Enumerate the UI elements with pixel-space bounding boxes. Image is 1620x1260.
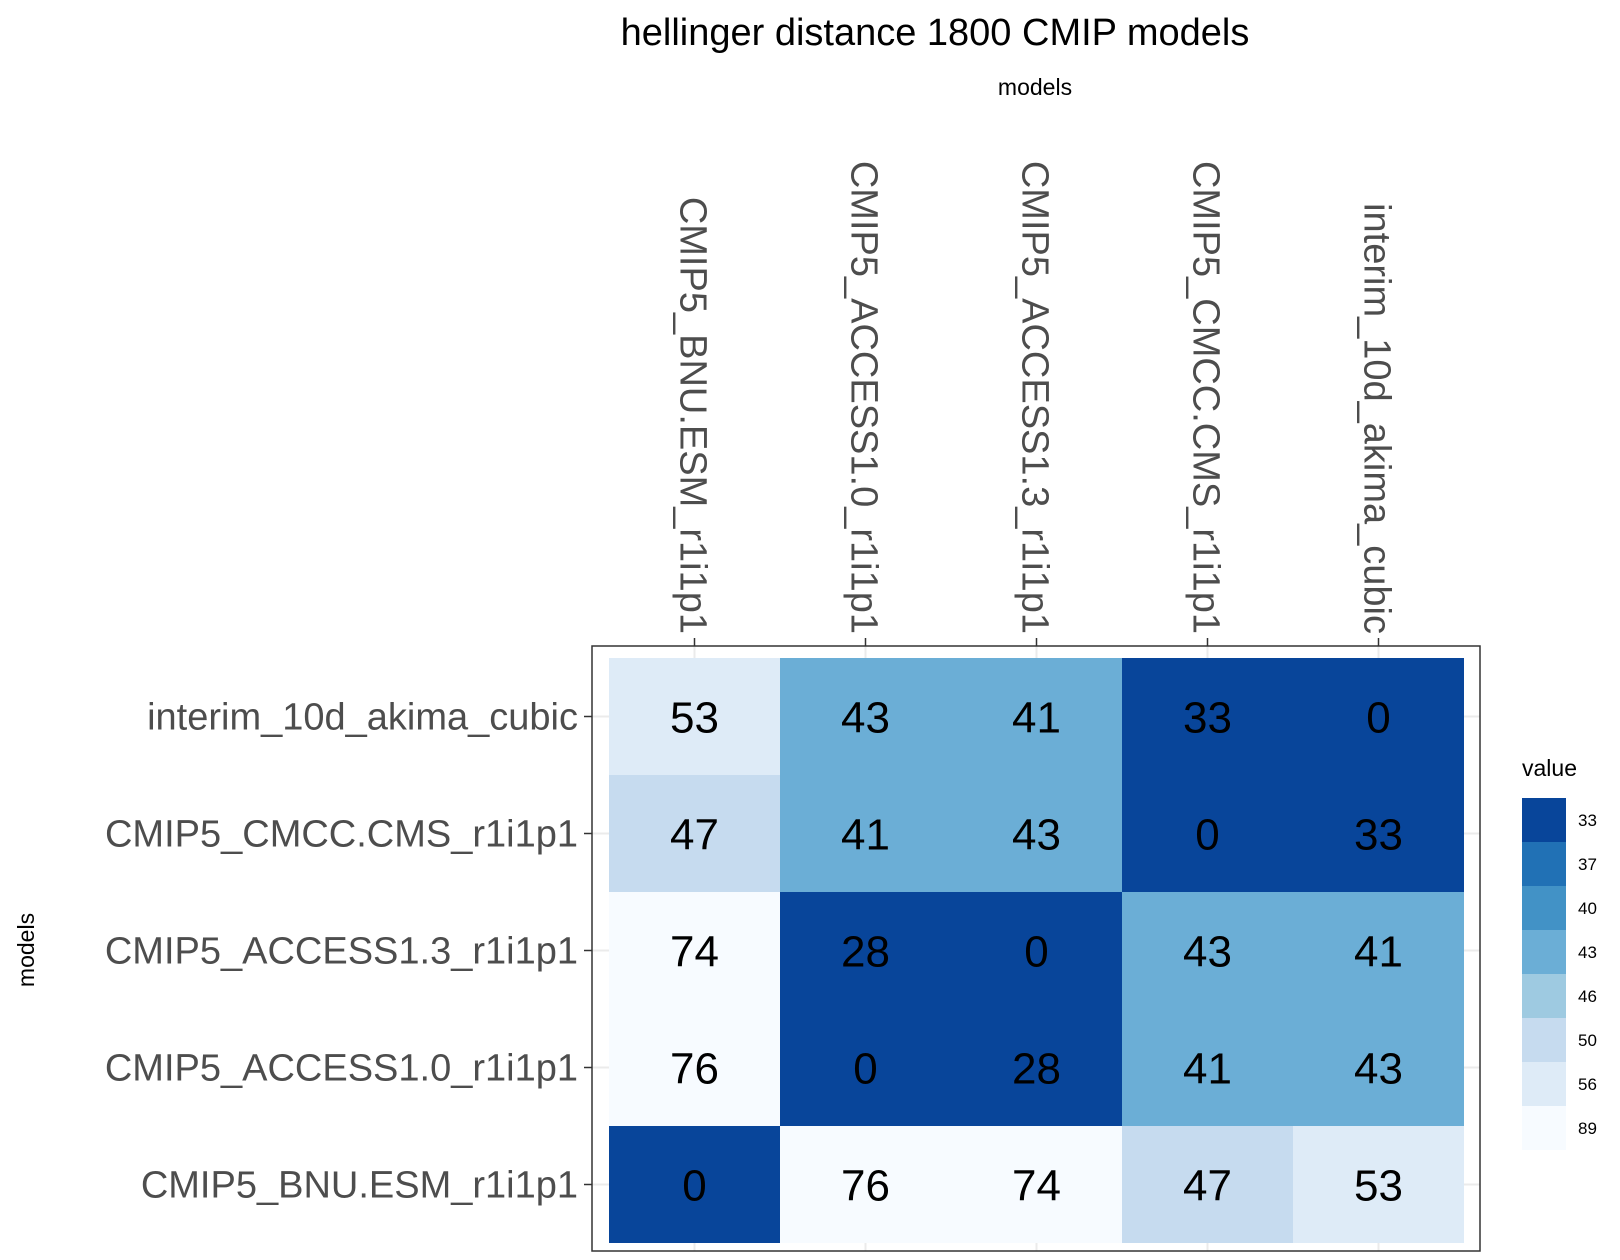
heatmap-cell (951, 658, 1122, 775)
cell-value-label: 76 (841, 1162, 890, 1211)
cell-value-label: 76 (670, 1045, 719, 1094)
heatmap-cell (780, 1126, 951, 1243)
cell-value-label: 0 (1366, 694, 1390, 743)
heatmap-cell (609, 658, 780, 775)
x-axis-title: models (998, 74, 1072, 100)
heatmap-cell (951, 1126, 1122, 1243)
cell-value-label: 41 (841, 811, 890, 860)
y-tick-label: CMIP5_CMCC.CMS_r1i1p1 (105, 814, 578, 856)
legend-label: 33 (1578, 811, 1597, 830)
x-tick-label: interim_10d_akima_cubic (1356, 203, 1398, 634)
legend-key (1522, 930, 1566, 974)
cell-value-label: 28 (841, 928, 890, 977)
cell-value-label: 0 (1024, 928, 1048, 977)
heatmap-cell (1122, 775, 1293, 892)
x-axis: CMIP5_BNU.ESM_r1i1p1 CMIP5_ACCESS1.0_r1i1… (672, 161, 1398, 646)
legend-title: value (1522, 755, 1577, 781)
legend-label: 43 (1578, 943, 1597, 962)
chart-title: hellinger distance 1800 CMIP models (621, 12, 1250, 54)
heatmap-cell (1293, 1126, 1464, 1243)
plot-panel: 53 43 41 33 0 47 41 43 0 33 74 28 0 43 41 76 0 28 41 43 0 76 7… (591, 645, 1481, 1252)
heatmap-cell (1293, 892, 1464, 1009)
cell-value-label: 33 (1183, 694, 1232, 743)
legend-key (1522, 1106, 1566, 1150)
legend-key (1522, 974, 1566, 1018)
legend-key (1522, 842, 1566, 886)
heatmap-cell (951, 892, 1122, 1009)
heatmap-cell (1122, 892, 1293, 1009)
cell-value-label: 47 (1183, 1162, 1232, 1211)
cell-value-label: 74 (1012, 1162, 1061, 1211)
cell-value-label: 41 (1354, 928, 1403, 977)
heatmap-cell (609, 1126, 780, 1243)
y-tick-label: CMIP5_BNU.ESM_r1i1p1 (141, 1165, 578, 1207)
legend-label: 50 (1578, 1031, 1597, 1050)
heatmap-cell (780, 658, 951, 775)
cell-value-label: 74 (670, 928, 719, 977)
heatmap-cell (780, 1009, 951, 1126)
cell-value-label: 41 (1012, 694, 1061, 743)
y-tick-label: interim_10d_akima_cubic (147, 697, 578, 739)
legend-key (1522, 1062, 1566, 1106)
heatmap-cell (609, 1009, 780, 1126)
y-axis: interim_10d_akima_cubic CMIP5_CMCC.CMS_r1… (105, 697, 592, 1207)
y-tick-label: CMIP5_ACCESS1.0_r1i1p1 (105, 1048, 578, 1090)
x-tick-label: CMIP5_ACCESS1.3_r1i1p1 (1014, 161, 1056, 634)
legend-label: 56 (1578, 1075, 1597, 1094)
cell-value-label: 43 (1012, 811, 1061, 860)
heatmap-cell (951, 775, 1122, 892)
heatmap-cell (780, 892, 951, 1009)
cell-value-label: 43 (1354, 1045, 1403, 1094)
heatmap-cell (1122, 658, 1293, 775)
legend-key (1522, 886, 1566, 930)
heatmap-cell (780, 775, 951, 892)
cell-value-label: 53 (670, 694, 719, 743)
x-tick-label: CMIP5_CMCC.CMS_r1i1p1 (1185, 161, 1227, 634)
legend-label: 89 (1578, 1119, 1597, 1138)
legend-label: 40 (1578, 899, 1597, 918)
heatmap-cell (951, 1009, 1122, 1126)
cell-value-label: 53 (1354, 1162, 1403, 1211)
y-axis-title: models (13, 913, 39, 987)
heatmap-cell (609, 892, 780, 1009)
y-tick-label: CMIP5_ACCESS1.3_r1i1p1 (105, 931, 578, 973)
cell-value-label: 43 (1183, 928, 1232, 977)
legend: value 33 37 40 43 46 50 56 89 (1522, 755, 1597, 1150)
legend-label: 37 (1578, 855, 1597, 874)
cell-value-label: 0 (682, 1162, 706, 1211)
heatmap-cell (1122, 1009, 1293, 1126)
heatmap-cell (1293, 658, 1464, 775)
cell-value-label: 47 (670, 811, 719, 860)
cell-value-label: 0 (1195, 811, 1219, 860)
heatmap-cell (1293, 1009, 1464, 1126)
legend-label: 46 (1578, 987, 1597, 1006)
cell-value-label: 28 (1012, 1045, 1061, 1094)
heatmap-cell (1122, 1126, 1293, 1243)
cell-value-label: 43 (841, 694, 890, 743)
x-tick-label: CMIP5_BNU.ESM_r1i1p1 (672, 197, 714, 634)
heatmap-cell (609, 775, 780, 892)
legend-key (1522, 1018, 1566, 1062)
x-tick-label: CMIP5_ACCESS1.0_r1i1p1 (843, 161, 885, 634)
cell-value-label: 33 (1354, 811, 1403, 860)
cell-value-label: 0 (853, 1045, 877, 1094)
heatmap-cell (1293, 775, 1464, 892)
cell-value-label: 41 (1183, 1045, 1232, 1094)
legend-key (1522, 798, 1566, 842)
